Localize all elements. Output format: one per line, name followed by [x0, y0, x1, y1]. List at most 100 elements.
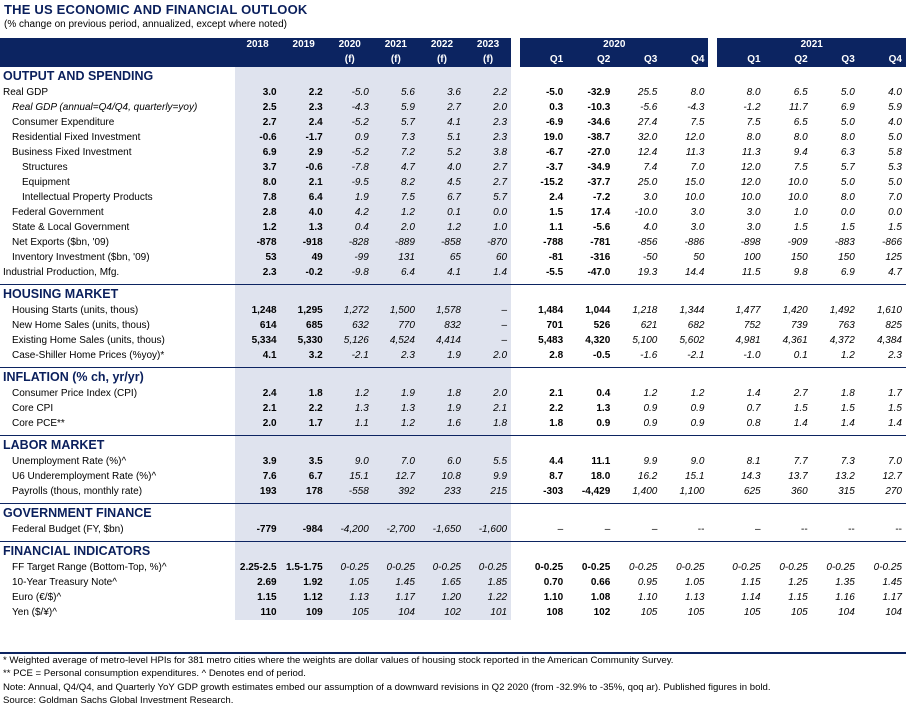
quarter-value: 12.0	[685, 132, 705, 143]
quarter-value: 1.15	[788, 592, 808, 603]
shade-cell	[280, 503, 327, 522]
quarter-value: -81	[548, 252, 564, 263]
section-separator	[0, 431, 906, 436]
blank-cell	[717, 67, 764, 85]
quarter-value: -0.5	[593, 350, 611, 361]
annual-value: 685	[280, 318, 327, 333]
quarter-value: 1.8	[840, 388, 855, 399]
quarter-value: 0.0	[840, 207, 855, 218]
section-title-row: OUTPUT AND SPENDING	[0, 67, 906, 85]
table-row: Consumer Expenditure 2.7 2.4 -5.2 5.7 4.1 2.3 -…	[0, 115, 906, 130]
header-forecast-flag: (f)	[326, 52, 373, 67]
quarter-value: 6.5	[793, 87, 808, 98]
annual-value: –	[464, 318, 512, 333]
annual-value: 109	[280, 605, 327, 620]
section-title-row: LABOR MARKET	[0, 435, 906, 455]
annual-value: 1.8	[280, 386, 327, 401]
quarter-value: 1.2	[840, 350, 855, 361]
annual-value: 0-0.25	[418, 560, 465, 575]
annual-value: -4,200	[326, 522, 373, 537]
separator-cell	[234, 537, 281, 542]
separator-cell	[418, 363, 465, 368]
gap-cell	[511, 348, 520, 363]
header-year: 2022	[418, 38, 465, 52]
annual-value: 2.69	[234, 575, 281, 590]
annual-value: 2.25-2.5	[234, 560, 281, 575]
annual-value: 2.3	[234, 265, 281, 280]
separator-cell	[511, 499, 521, 504]
row-label: FF Target Range (Bottom-Top, %)^	[12, 562, 167, 573]
annual-value: 1,295	[280, 303, 327, 318]
quarter-value: --	[801, 524, 808, 535]
gap-cell	[511, 469, 520, 484]
gap-cell	[708, 386, 717, 401]
quarter-value: 7.0	[888, 192, 902, 203]
header-year: 2019	[280, 38, 327, 52]
separator-cell	[464, 363, 512, 368]
blank-cell	[661, 504, 708, 523]
quarter-value: -303	[543, 486, 564, 497]
quarter-value: 3.0	[643, 192, 658, 203]
annual-value: 6.7	[418, 190, 465, 205]
blank-cell	[567, 67, 614, 85]
shade-cell	[418, 67, 465, 85]
separator-cell	[280, 280, 327, 285]
blank-cell	[708, 542, 717, 561]
annual-value: 1.45	[372, 575, 419, 590]
quarter-value: 5.0	[840, 117, 855, 128]
gap-cell	[708, 575, 717, 590]
annual-value: 5.9	[372, 100, 419, 115]
row-label: Intellectual Property Products	[22, 192, 153, 203]
annual-value: 9.9	[464, 469, 512, 484]
separator-cell	[0, 280, 235, 285]
quarter-value: 5,100	[632, 335, 658, 346]
annual-value: -5.2	[326, 145, 373, 160]
separator-cell	[372, 537, 419, 542]
quarter-value: -898	[740, 237, 761, 248]
annual-value: -858	[418, 235, 465, 250]
separator-cell	[464, 537, 512, 542]
quarter-value: 11.3	[685, 147, 705, 158]
annual-value: 131	[372, 250, 419, 265]
shade-cell	[464, 284, 512, 303]
quarter-value: 1.08	[590, 592, 611, 603]
quarter-value: 0-0.25	[732, 562, 761, 573]
separator-cell	[858, 499, 906, 504]
quarter-value: 1,218	[632, 305, 658, 316]
blank-cell	[567, 436, 614, 455]
table-row: Consumer Price Index (CPI) 2.4 1.8 1.2 1.9 1.…	[0, 386, 906, 401]
annual-value: 233	[418, 484, 465, 499]
quarter-value: -10.3	[587, 102, 611, 113]
header-quarter: Q1	[520, 52, 568, 67]
annual-value: 6.9	[234, 145, 281, 160]
quarter-value: 4.0	[888, 87, 902, 98]
annual-value: 49	[280, 250, 327, 265]
annual-value: 1.1	[326, 416, 373, 431]
row-label: New Home Sales (units, thous)	[12, 320, 150, 331]
row-label: Net Exports ($bn, '09)	[12, 237, 109, 248]
quarter-value: 4.0	[643, 222, 658, 233]
quarter-value: –	[755, 524, 761, 535]
blank-cell	[708, 504, 717, 523]
gap-cell	[708, 145, 717, 160]
separator-cell	[326, 499, 373, 504]
shade-cell	[418, 435, 465, 454]
annual-value: -878	[234, 235, 281, 250]
shade-cell	[464, 67, 512, 85]
outlook-table: 2018 2019 2020 2021 2022 2023 2020 2021 (f) (f) (f…	[0, 38, 906, 620]
annual-value: 5.7	[464, 190, 512, 205]
separator-cell	[234, 499, 281, 504]
separator-cell	[661, 499, 709, 504]
header-quarter: Q3	[811, 52, 859, 67]
row-label: Residential Fixed Investment	[12, 132, 141, 143]
gap-cell	[708, 469, 717, 484]
annual-value: -5.2	[326, 115, 373, 130]
quarter-value: 10.0	[788, 192, 808, 203]
table-row: Net Exports ($bn, '09) -878 -918 -828 -889 -8…	[0, 235, 906, 250]
row-label: Consumer Expenditure	[12, 117, 115, 128]
annual-value: 0.9	[326, 130, 373, 145]
section-separator	[0, 499, 906, 504]
table-row: Real GDP 3.0 2.2 -5.0 5.6 3.6 2.2 -5.0 -32.9 25.5…	[0, 85, 906, 100]
annual-value: -1.7	[280, 130, 327, 145]
gap-cell	[708, 560, 717, 575]
